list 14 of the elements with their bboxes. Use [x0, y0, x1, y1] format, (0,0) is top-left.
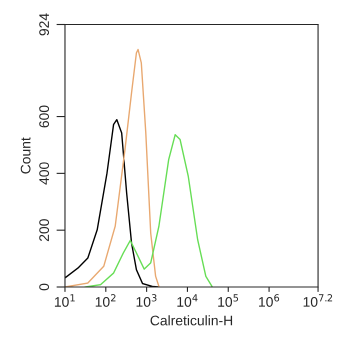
- y-axis-title: Count: [20, 137, 31, 174]
- x-tick-label: 10$^{7.2}$: [304, 294, 332, 307]
- y-tick-label: 0: [39, 284, 50, 290]
- y-tick-label: 924: [39, 13, 50, 36]
- x-tick-label: 10$^{1}$: [54, 294, 75, 307]
- x-tick-label: 10$^{6}$: [259, 294, 280, 307]
- x-tick-label: 10$^{4}$: [177, 294, 198, 307]
- y-tick-label: 400: [39, 162, 50, 185]
- x-tick-label: 10$^{3}$: [136, 294, 156, 307]
- y-tick-label: 600: [39, 106, 50, 128]
- x-tick-label: 10$^{2}$: [96, 294, 116, 307]
- x-tick-label: 10$^{5}$: [218, 294, 238, 307]
- y-tick-label: 200: [39, 219, 50, 242]
- x-axis-title: Calreticulin-H: [150, 315, 232, 326]
